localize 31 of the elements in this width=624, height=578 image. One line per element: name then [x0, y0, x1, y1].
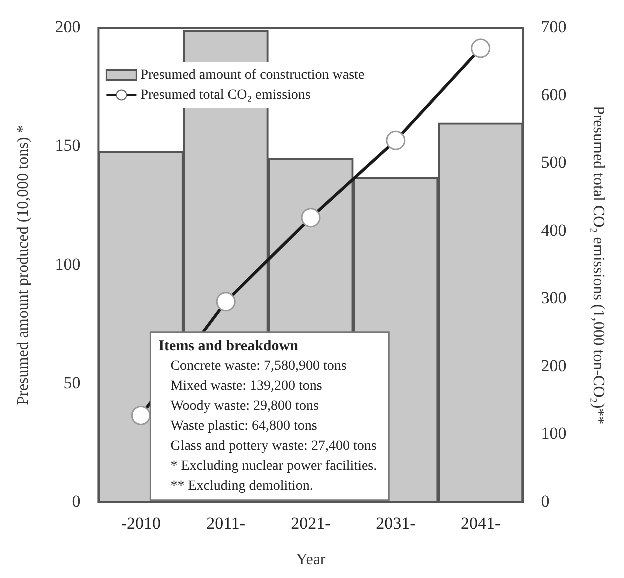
y2-axis-title: Presumed total CO₂ emissions (1,000 ton-CO₂)** [590, 106, 608, 425]
annotation: Mixed waste: 139,200 tons [170, 379, 322, 394]
annotation: Waste plastic: 64,800 tons [170, 419, 318, 434]
legend-label: Presumed total CO₂ emissions [140, 88, 311, 103]
x-tick-label: 2031- [376, 514, 416, 534]
annotation: Woody waste: 29,800 tons [170, 399, 319, 414]
y-tick-label: 100 [55, 254, 81, 274]
annotation: Concrete waste: 7,580,900 tons [170, 359, 347, 374]
y2-tick-label: 0 [541, 492, 550, 511]
y-axis-title: Presumed amount produced (10,000 tons) * [14, 125, 32, 406]
y2-tick-label: 700 [541, 18, 567, 37]
annotation: Items and breakdown [158, 338, 300, 354]
x-tick-label: 2041- [461, 514, 502, 534]
legend-label: Presumed amount of construction waste [140, 68, 365, 83]
y2-tick-label: 600 [541, 85, 567, 104]
x-tick-label: 2011- [206, 514, 246, 534]
y2-tick-label: 300 [541, 288, 567, 308]
x-tick-label: -2010 [121, 514, 161, 534]
y2-tick-label: 400 [541, 220, 567, 240]
y-tick-label: 0 [72, 492, 81, 511]
y-tick-label: 200 [55, 18, 81, 37]
y2-tick-label: 500 [541, 153, 567, 172]
x-axis-title: Year [296, 552, 326, 569]
annotation: Glass and pottery waste: 27,400 tons [170, 439, 377, 454]
y2-tick-label: 200 [541, 356, 567, 376]
annotation: ** Excluding demolition. [170, 479, 314, 494]
annotation: * Excluding nuclear power facilities. [170, 459, 378, 474]
y2-tick-label: 100 [541, 424, 567, 444]
x-tick-label: 2021- [291, 514, 332, 534]
y-tick-label: 150 [55, 136, 81, 156]
y-tick-label: 50 [64, 373, 81, 392]
